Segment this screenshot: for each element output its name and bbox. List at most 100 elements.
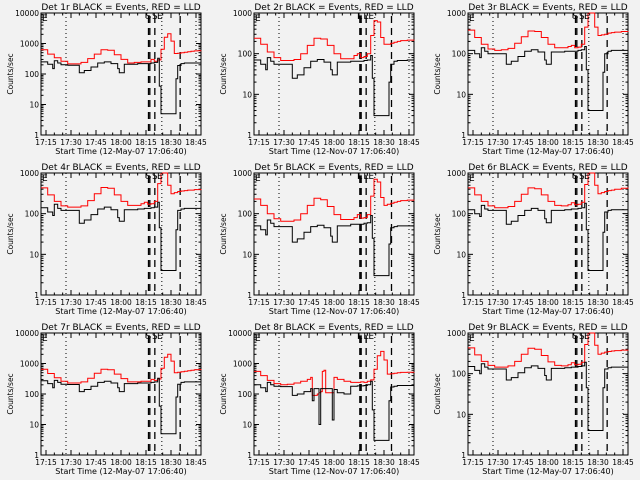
- chart-panel-4: Det 4r BLACK = Events, RED = LLD 1 10 100 10…: [0, 160, 213, 320]
- series-line-events: [254, 215, 414, 277]
- chart-title: Det 3r BLACK = Events, RED = LLD: [468, 3, 627, 13]
- x-tick-label: 18:00: [110, 298, 132, 307]
- x-tick-label: 18:00: [537, 138, 559, 147]
- chart-panel-9: Det 9r BLACK = Events, RED = LLD 1 10 100 10…: [427, 320, 640, 480]
- x-tick-label: 18:15: [348, 458, 370, 467]
- y-axis-label: Counts/sec: [6, 213, 15, 254]
- plot-frame: [467, 332, 629, 456]
- y-axis-label: Counts/sec: [433, 213, 442, 254]
- chart-panel-2: Det 2r BLACK = Events, RED = LLD 1 10 100 10…: [213, 0, 426, 160]
- event-marker-label: E: [157, 332, 163, 342]
- y-tick-label: 10: [242, 250, 252, 259]
- y-tick-label: 10: [29, 101, 39, 110]
- y-tick-label: 1000: [20, 169, 39, 178]
- y-tick-label: 10: [456, 250, 466, 259]
- y-tick-label: 100: [238, 50, 253, 59]
- chart-title: Det 4r BLACK = Events, RED = LLD: [41, 163, 200, 173]
- chart-svg: Det 5r BLACK = Events, RED = LLD 1 10 100 10…: [219, 163, 420, 316]
- x-tick-label: 18:30: [160, 138, 182, 147]
- series-line-events: [41, 201, 201, 271]
- x-tick-label: 18:45: [185, 458, 207, 467]
- y-tick-label: 1000: [233, 169, 252, 178]
- series-line-events: [468, 46, 628, 111]
- x-tick-label: 18:00: [537, 458, 559, 467]
- chart-svg: Det 3r BLACK = Events, RED = LLD 1 10 100 10…: [433, 3, 634, 156]
- y-tick-label: 1: [461, 131, 466, 140]
- x-tick-label: 18:30: [373, 138, 395, 147]
- x-tick-label: 18:00: [323, 298, 345, 307]
- y-tick-label: 1: [34, 291, 39, 300]
- y-tick-label: 100: [25, 390, 40, 399]
- chart-title: Det 8r BLACK = Events, RED = LLD: [254, 323, 413, 333]
- series-line-lld: [254, 20, 415, 61]
- event-marker-label: S: [573, 172, 579, 182]
- chart-panel-3: Det 3r BLACK = Events, RED = LLD 1 10 100 10…: [427, 0, 640, 160]
- chart-panel-5: Det 5r BLACK = Events, RED = LLD 1 10 100 10…: [213, 160, 426, 320]
- x-tick-label: 18:00: [323, 458, 345, 467]
- x-tick-label: 17:45: [85, 138, 107, 147]
- y-tick-label: 1: [461, 291, 466, 300]
- chart-title: Det 7r BLACK = Events, RED = LLD: [41, 323, 200, 333]
- x-tick-label: 17:45: [512, 458, 534, 467]
- x-tick-label: 18:45: [612, 138, 634, 147]
- x-tick-label: 17:30: [487, 458, 509, 467]
- x-tick-label: 18:00: [110, 458, 132, 467]
- x-tick-label: 17:45: [85, 458, 107, 467]
- event-marker-label: S: [579, 172, 585, 182]
- y-tick-label: 1: [247, 291, 252, 300]
- event-marker-label: E: [363, 172, 369, 182]
- x-tick-label: 17:15: [462, 138, 484, 147]
- chart-panel-1: Det 1r BLACK = Events, RED = LLD 1 10 100 10…: [0, 0, 213, 160]
- x-tick-label: 18:15: [135, 458, 157, 467]
- y-tick-label: 1000: [20, 360, 39, 369]
- y-axis-label: Counts/sec: [6, 53, 15, 94]
- x-tick-label: 18:15: [562, 458, 584, 467]
- x-tick-label: 17:15: [462, 298, 484, 307]
- x-tick-label: 18:30: [160, 458, 182, 467]
- x-tick-label: 18:45: [398, 138, 420, 147]
- x-tick-label: 18:00: [537, 298, 559, 307]
- x-axis-label: Start Time (12-May-07 17:06:40): [482, 467, 613, 476]
- y-tick-label: 1: [34, 131, 39, 140]
- x-tick-label: 17:45: [512, 298, 534, 307]
- chart-panel-6: Det 6r BLACK = Events, RED = LLD 1 10 100 10…: [427, 160, 640, 320]
- x-tick-label: 18:45: [398, 458, 420, 467]
- event-marker-label: E: [357, 332, 363, 342]
- y-tick-label: 10000: [15, 9, 39, 18]
- series-line-events: [468, 361, 628, 431]
- y-tick-label: 10000: [228, 329, 252, 338]
- chart-svg: Det 7r BLACK = Events, RED = LLD 1 10 100 10…: [6, 323, 207, 476]
- series-line-lld: [468, 12, 629, 51]
- x-tick-label: 17:15: [462, 458, 484, 467]
- x-tick-label: 17:45: [85, 298, 107, 307]
- chart-svg: Det 1r BLACK = Events, RED = LLD 1 10 100 10…: [6, 3, 207, 156]
- event-marker-label: E: [363, 12, 369, 22]
- chart-panel-8: Det 8r BLACK = Events, RED = LLD 1 10 100 10…: [213, 320, 426, 480]
- y-tick-label: 100: [25, 70, 40, 79]
- x-tick-label: 17:45: [512, 138, 534, 147]
- start-marker-label: E: [255, 14, 261, 24]
- x-tick-label: 17:30: [273, 138, 295, 147]
- event-marker-label: E: [584, 172, 590, 182]
- x-axis-label: Start Time (12-May-07 17:06:40): [55, 147, 186, 156]
- plot-frame: [40, 332, 202, 456]
- y-axis-label: Counts/sec: [6, 373, 15, 414]
- event-marker-label: S: [573, 12, 579, 22]
- series-line-events: [254, 55, 414, 117]
- chart-svg: Det 6r BLACK = Events, RED = LLD 1 10 100 10…: [433, 163, 634, 316]
- y-tick-label: 1000: [233, 360, 252, 369]
- y-tick-label: 10: [242, 90, 252, 99]
- y-tick-label: 100: [452, 370, 467, 379]
- start-marker-label: E: [469, 334, 475, 344]
- y-tick-label: 10000: [15, 329, 39, 338]
- x-tick-label: 18:00: [110, 138, 132, 147]
- x-tick-label: 17:30: [273, 298, 295, 307]
- x-tick-label: 18:00: [323, 138, 345, 147]
- series-line-lld: [254, 350, 415, 396]
- x-tick-label: 18:30: [587, 298, 609, 307]
- x-tick-label: 17:15: [35, 298, 57, 307]
- plot-frame: [467, 12, 629, 136]
- x-tick-label: 17:30: [273, 458, 295, 467]
- x-tick-label: 18:45: [612, 458, 634, 467]
- x-tick-label: 18:15: [562, 298, 584, 307]
